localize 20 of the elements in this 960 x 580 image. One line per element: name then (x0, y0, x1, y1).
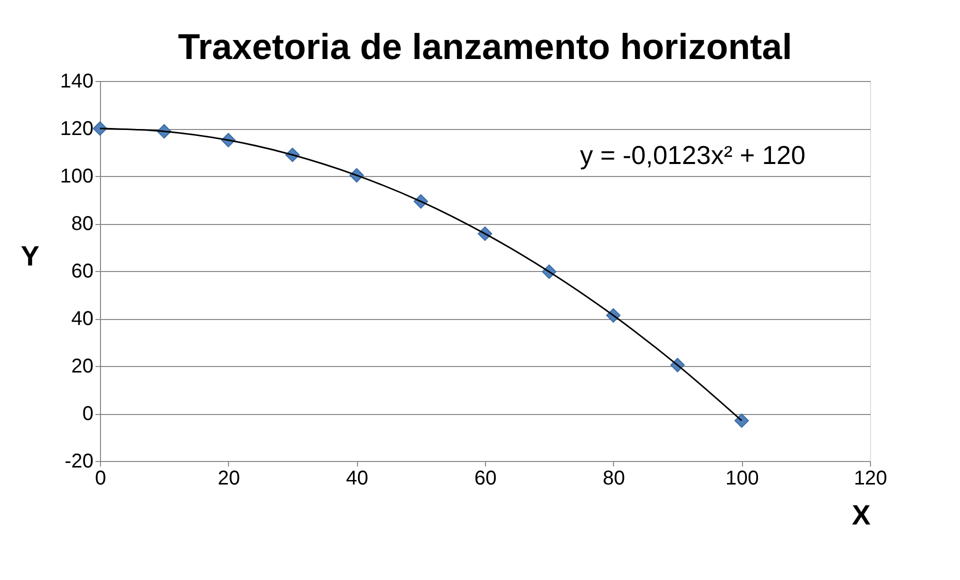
y-tick-label: 140 (60, 70, 94, 92)
x-tick-label: 100 (725, 468, 759, 490)
y-tick-label: 20 (71, 356, 94, 378)
x-tick-label: 20 (218, 468, 240, 490)
annotation: y = -0,0123x² + 120 (580, 140, 806, 170)
y-tick-label: 100 (60, 166, 94, 188)
y-tick-label: 60 (71, 260, 94, 282)
y-tick-label: 120 (60, 118, 94, 140)
x-tick-label: 40 (346, 468, 368, 490)
y-tick-label: 0 (82, 403, 94, 425)
y-axis-title: Y (20, 240, 40, 272)
y-tick-label: 40 (71, 308, 94, 330)
y-tick-label: 80 (71, 213, 94, 235)
chart-title: Traxetoria de lanzamento horizontal (178, 26, 792, 67)
x-tick-label: 80 (602, 468, 625, 490)
y-tick-label: -20 (64, 450, 94, 472)
point (734, 413, 749, 428)
x-tick-label: 120 (854, 468, 888, 490)
x-tick-label: 60 (474, 468, 497, 490)
x-axis-title: X (852, 500, 871, 530)
